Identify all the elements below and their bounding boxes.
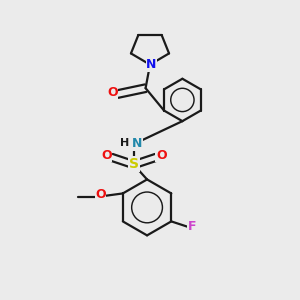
Text: O: O <box>95 188 106 201</box>
Text: H: H <box>120 138 129 148</box>
Text: O: O <box>156 148 166 161</box>
Text: N: N <box>146 58 157 71</box>
Text: N: N <box>132 137 142 150</box>
Text: F: F <box>188 220 197 232</box>
Text: O: O <box>107 86 118 99</box>
Text: O: O <box>101 148 112 161</box>
Text: S: S <box>129 157 139 171</box>
